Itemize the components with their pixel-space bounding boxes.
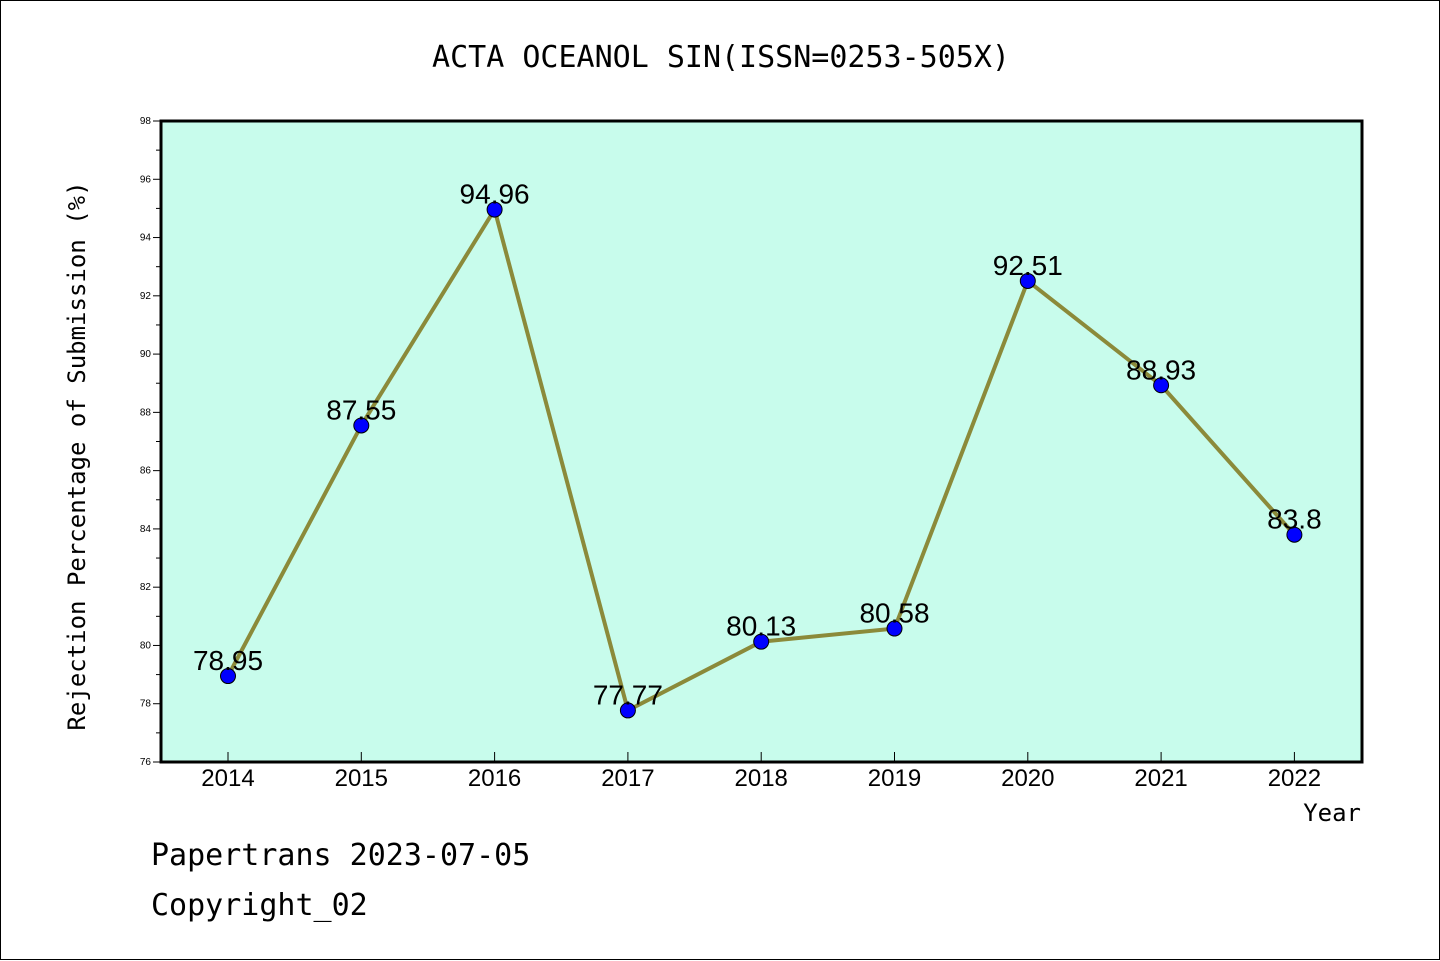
data-label: 87.55 [326,394,396,425]
data-label: 92.51 [993,250,1063,281]
data-point [1019,272,1036,289]
y-tick-label: 90 [140,349,152,360]
y-tick-label: 96 [140,174,152,185]
y-axis-label: Rejection Percentage of Submission (%) [63,181,91,730]
data-label: 80.58 [859,598,929,629]
x-tick-label: 2014 [201,765,254,792]
data-label: 77.77 [593,679,663,710]
x-tick-label: 2020 [1001,765,1054,792]
y-tick-label: 92 [140,291,152,302]
y-tick-label: 86 [140,466,152,477]
x-tick-label: 2016 [468,765,521,792]
y-tick-label: 84 [140,524,152,535]
data-label: 78.95 [193,645,263,676]
y-tick-label: 76 [140,757,152,768]
x-tick-label: 2022 [1268,765,1321,792]
chart-title: ACTA OCEANOL SIN(ISSN=0253-505X) [432,40,1010,75]
data-label: 83.8 [1267,504,1322,535]
y-tick-label: 82 [140,582,152,593]
y-tick-label: 80 [140,640,152,651]
x-tick-label: 2017 [601,765,654,792]
data-labels: 78.95 87.55 94.96 77.77 80.13 80.58 92.51 88.93… [193,179,1322,711]
data-point [886,620,903,637]
x-axis-label: Year [1303,799,1361,827]
x-tick-label: 2015 [335,765,388,792]
plot-border [159,119,1364,764]
y-tick-label: 98 [140,116,152,127]
plot-area [161,121,1362,762]
y-tick-label: 78 [140,699,152,710]
y-axis: 76 78 80 82 84 86 88 90 92 94 96 98 [140,116,161,768]
data-point [353,417,370,434]
data-point [1153,377,1170,394]
x-tick-label: 2018 [735,765,788,792]
y-tick-label: 88 [140,407,152,418]
data-label: 94.96 [460,179,530,210]
data-point [753,633,770,650]
data-point [486,201,503,218]
data-point [619,702,636,719]
data-label: 88.93 [1126,354,1196,385]
data-point [1286,526,1303,543]
footer-copyright: Copyright_02 [151,888,368,923]
y-tick-label: 94 [140,233,152,244]
data-label: 80.13 [726,611,796,642]
data-point [220,668,236,685]
x-axis: 2014 2015 2016 2017 2018 2019 2020 2021 2022 [201,752,1321,792]
footer-date: Papertrans 2023-07-05 [151,838,530,873]
series-markers [220,201,1303,719]
x-tick-label: 2019 [868,765,921,792]
x-tick-label: 2021 [1134,765,1187,792]
